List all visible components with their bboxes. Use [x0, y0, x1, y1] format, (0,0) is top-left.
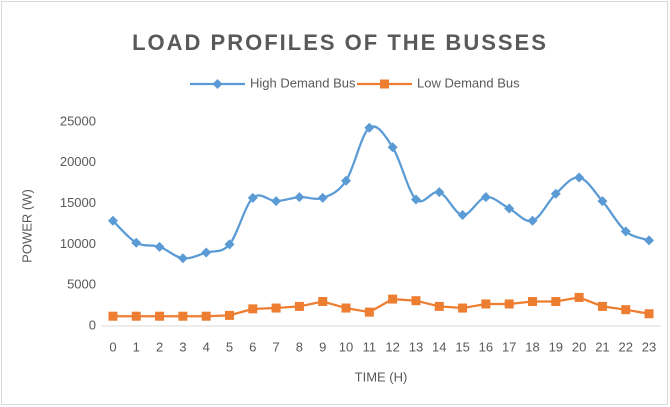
y-axis-label: POWER (W) — [19, 189, 34, 263]
x-tick-label: 12 — [385, 339, 399, 354]
legend-marker — [380, 79, 389, 89]
data-point — [388, 294, 398, 304]
data-point — [317, 192, 328, 203]
data-point — [201, 247, 212, 258]
x-tick-label: 14 — [432, 339, 446, 354]
data-point — [318, 297, 328, 307]
legend-label: Low Demand Bus — [417, 75, 520, 90]
x-tick-label: 11 — [363, 339, 377, 354]
data-point — [178, 311, 188, 321]
data-point — [224, 310, 234, 320]
data-point — [108, 311, 118, 321]
data-point — [551, 297, 561, 307]
data-point — [294, 192, 305, 203]
x-tick-label: 7 — [272, 339, 279, 354]
data-point — [528, 297, 538, 307]
x-tick-label: 22 — [619, 339, 633, 354]
data-point — [294, 301, 304, 311]
data-point — [341, 303, 351, 313]
x-tick-label: 2 — [156, 339, 163, 354]
data-point — [364, 307, 374, 317]
x-tick-label: 17 — [502, 339, 516, 354]
data-point — [410, 194, 421, 205]
data-point — [411, 296, 421, 306]
x-tick-label: 5 — [226, 339, 233, 354]
data-point — [247, 192, 258, 203]
data-point — [480, 192, 491, 203]
data-point — [597, 196, 608, 207]
data-point — [457, 210, 468, 221]
data-point — [201, 311, 211, 321]
x-axis-label: TIME (H) — [355, 369, 408, 384]
data-point — [434, 301, 444, 311]
x-tick-label: 10 — [339, 339, 353, 354]
x-tick-label: 20 — [572, 339, 586, 354]
data-point — [248, 304, 258, 314]
data-point — [597, 301, 607, 311]
x-tick-label: 4 — [203, 339, 210, 354]
data-point — [504, 203, 515, 214]
data-point — [434, 187, 445, 198]
data-point — [550, 188, 561, 199]
data-point — [107, 215, 118, 226]
data-point — [644, 309, 654, 319]
data-point — [387, 142, 398, 153]
chart-title: LOAD PROFILES OF THE BUSSES — [132, 30, 548, 55]
data-point — [154, 241, 165, 252]
x-tick-label: 15 — [455, 339, 469, 354]
x-tick-label: 16 — [479, 339, 493, 354]
data-point — [458, 303, 468, 313]
x-tick-label: 21 — [595, 339, 609, 354]
legend-label: High Demand Bus — [250, 75, 356, 90]
data-point — [504, 299, 514, 309]
y-tick-label: 5000 — [67, 277, 96, 292]
x-tick-label: 8 — [296, 339, 303, 354]
x-tick-label: 13 — [409, 339, 423, 354]
data-point — [131, 237, 142, 248]
data-point — [644, 235, 655, 246]
data-point — [574, 172, 585, 183]
data-point — [177, 253, 188, 264]
y-tick-label: 0 — [89, 317, 96, 332]
x-tick-label: 19 — [549, 339, 563, 354]
data-point — [155, 311, 165, 321]
x-tick-label: 18 — [525, 339, 539, 354]
x-tick-label: 3 — [179, 339, 186, 354]
data-point — [620, 226, 631, 237]
data-point — [224, 239, 235, 250]
y-tick-label: 25000 — [60, 113, 96, 128]
data-point — [481, 299, 491, 309]
data-point — [271, 196, 282, 207]
data-point — [364, 122, 375, 133]
x-tick-label: 0 — [109, 339, 116, 354]
data-point — [271, 303, 281, 313]
data-point — [574, 292, 584, 302]
x-tick-label: 1 — [133, 339, 140, 354]
x-tick-label: 23 — [642, 339, 656, 354]
y-tick-label: 10000 — [60, 236, 96, 251]
legend-marker — [212, 79, 223, 89]
data-point — [527, 215, 538, 226]
data-point — [131, 311, 141, 321]
x-tick-label: 9 — [319, 339, 326, 354]
y-tick-label: 20000 — [60, 154, 96, 169]
y-tick-label: 15000 — [60, 195, 96, 210]
data-point — [621, 305, 631, 315]
x-tick-label: 6 — [249, 339, 256, 354]
data-point — [341, 175, 352, 186]
